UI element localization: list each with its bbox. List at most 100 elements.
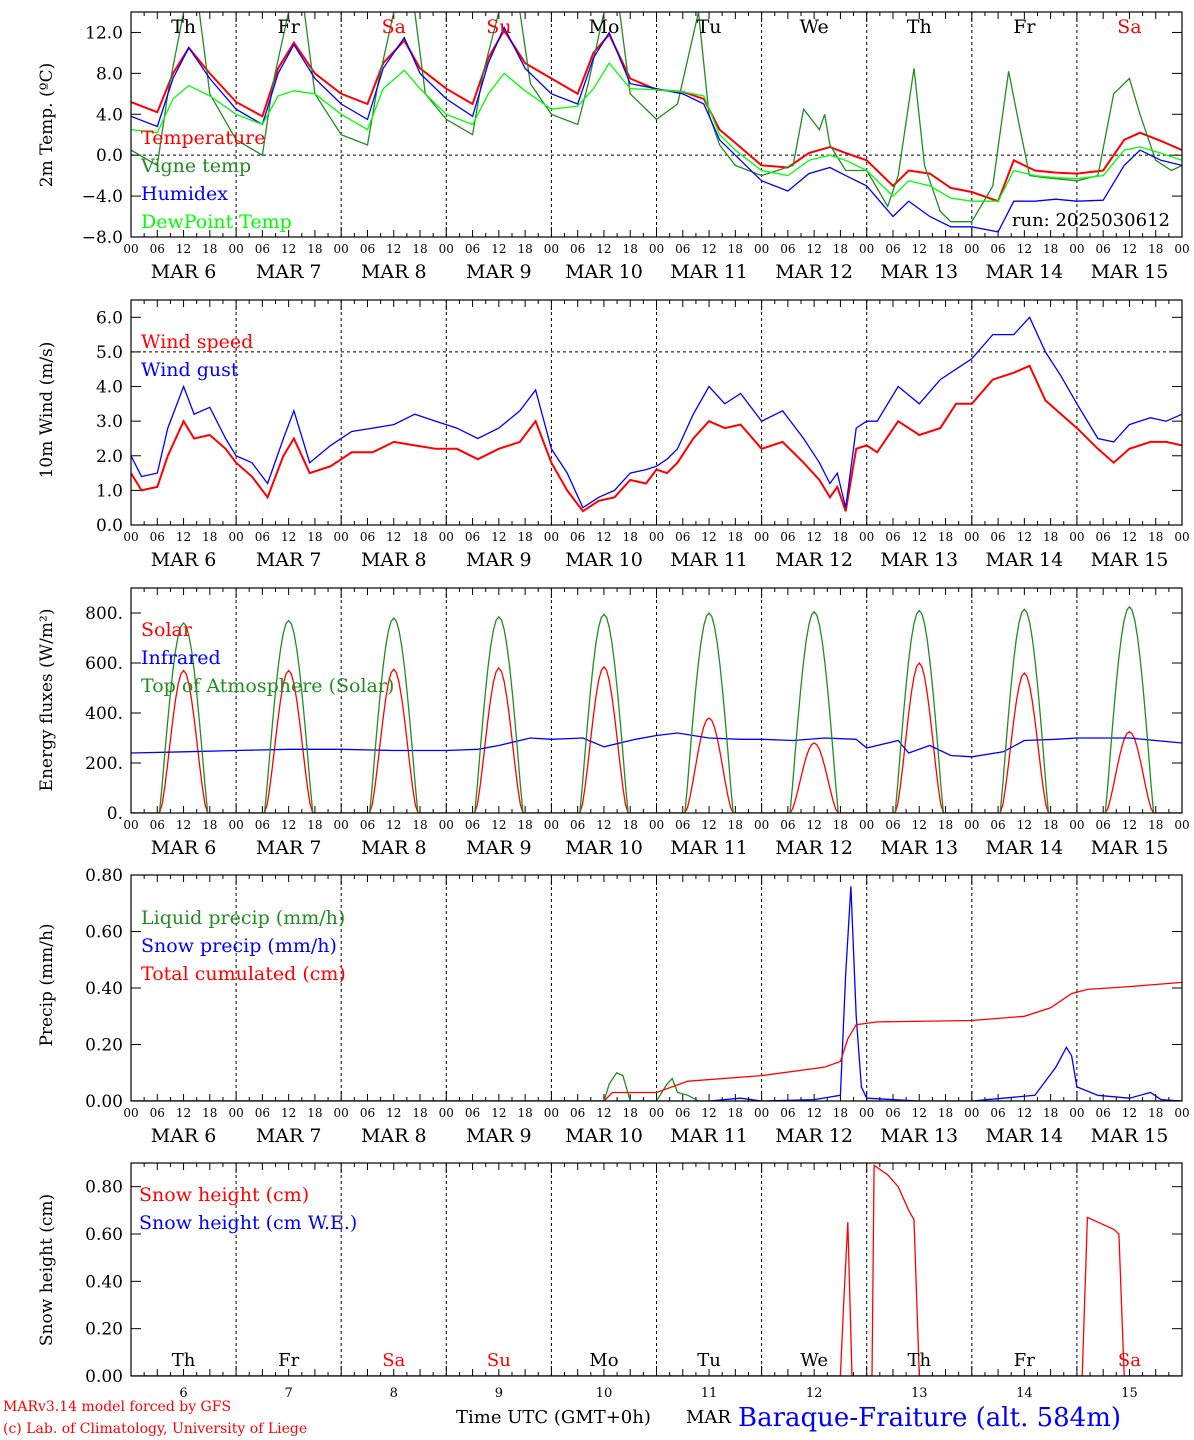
weekday-label-bottom: Fr <box>278 1350 299 1371</box>
y-tick-label: 0.0 <box>96 516 123 536</box>
y-tick-label: 0.00 <box>85 1367 123 1387</box>
legend-entry: Solar <box>141 619 193 641</box>
lab-credit: (c) Lab. of Climatology, University of L… <box>3 1421 307 1437</box>
series-line-total-cumulated-cm- <box>131 981 1182 1101</box>
hour-tick-label: 18 <box>623 242 638 256</box>
hour-tick-label: 18 <box>1043 242 1058 256</box>
y-tick-label: 6.0 <box>96 308 123 328</box>
hour-tick-label: 12 <box>912 1106 927 1120</box>
date-label: MAR 10 <box>565 549 643 571</box>
x-axis-title: Time UTC (GMT+0h) <box>456 1407 651 1428</box>
hour-tick-label: 00 <box>1174 530 1189 544</box>
hour-tick-label: 06 <box>360 242 375 256</box>
hour-tick-label: 12 <box>701 242 716 256</box>
legend-entry: Snow precip (mm/h) <box>141 935 337 957</box>
hour-tick-label: 06 <box>675 1106 690 1120</box>
hour-tick-label: 18 <box>938 1106 953 1120</box>
hour-tick-label: 00 <box>1174 242 1189 256</box>
hour-tick-label: 06 <box>1096 1106 1111 1120</box>
hour-tick-label: 00 <box>123 1106 138 1120</box>
hour-tick-label: 00 <box>1069 1106 1084 1120</box>
hour-tick-label: 06 <box>255 1106 270 1120</box>
date-label: MAR 6 <box>151 549 217 571</box>
y-tick-label: 8.0 <box>96 64 123 84</box>
day-number: 7 <box>285 1386 293 1401</box>
series-line-top-of-atmosphere-solar- <box>131 605 1181 813</box>
hour-tick-label: 00 <box>544 242 559 256</box>
wind-series-group <box>131 316 1182 513</box>
date-label: MAR 8 <box>361 837 427 859</box>
hour-tick-label: 00 <box>1069 530 1084 544</box>
hour-tick-label: 18 <box>1148 818 1163 832</box>
y-tick-label: 400. <box>85 704 123 724</box>
legend-entry: Humidex <box>141 183 228 205</box>
date-label: MAR 14 <box>985 549 1063 571</box>
hour-tick-label: 00 <box>964 530 979 544</box>
legend-entry: Vigne temp <box>140 155 251 177</box>
hour-tick-label: 06 <box>360 818 375 832</box>
hour-tick-label: 06 <box>150 242 165 256</box>
hour-tick-label: 18 <box>728 1106 743 1120</box>
wind-panel: 6.0 5.0 4.0 3.0 2.0 1.0 0.0 10m Wind (m/s) Wind … <box>37 299 1190 571</box>
date-label: MAR 15 <box>1091 1125 1169 1147</box>
day-number: 13 <box>911 1386 928 1401</box>
hour-tick-label: 00 <box>439 818 454 832</box>
hour-tick-label: 00 <box>1174 1106 1189 1120</box>
hour-tick-label: 18 <box>728 242 743 256</box>
date-label: MAR 14 <box>985 1125 1063 1147</box>
hour-tick-label: 18 <box>307 242 322 256</box>
hour-tick-label: 00 <box>649 530 664 544</box>
date-label: MAR 9 <box>466 549 532 571</box>
hour-tick-label: 00 <box>334 242 349 256</box>
y-tick-label: 0.80 <box>85 1178 123 1198</box>
y-tick-label: 0.20 <box>85 1036 123 1056</box>
date-label: MAR 13 <box>880 1125 958 1147</box>
date-label: MAR 6 <box>151 261 217 283</box>
hour-tick-label: 00 <box>649 242 664 256</box>
hour-tick-label: 18 <box>623 1106 638 1120</box>
hour-tick-label: 06 <box>255 242 270 256</box>
hour-tick-label: 06 <box>675 530 690 544</box>
y-tick-label: 0.60 <box>85 1225 123 1245</box>
hour-tick-label: 06 <box>675 242 690 256</box>
legend-entry: Temperature <box>141 127 265 149</box>
hour-tick-label: 06 <box>570 1106 585 1120</box>
hour-tick-label: 06 <box>465 242 480 256</box>
series-line-liquid-precip-mm-h- <box>131 1071 1182 1101</box>
legend-entry: Infrared <box>141 647 221 669</box>
hour-tick-label: 06 <box>990 242 1005 256</box>
hour-tick-label: 18 <box>1043 530 1058 544</box>
date-label: MAR 7 <box>256 261 322 283</box>
hour-tick-label: 06 <box>780 242 795 256</box>
y-axis-title: Precip (mm/h) <box>37 923 57 1046</box>
hour-tick-label: 12 <box>491 818 506 832</box>
y-tick-label: 0.0 <box>96 146 123 166</box>
hour-tick-label: 12 <box>701 1106 716 1120</box>
hour-tick-label: 00 <box>334 1106 349 1120</box>
y-tick-label: 200. <box>85 754 123 774</box>
legend-entry: Wind gust <box>141 359 239 381</box>
date-label: MAR 6 <box>151 837 217 859</box>
y-tick-label: 1.0 <box>96 481 123 501</box>
hour-tick-label: 00 <box>228 242 243 256</box>
y-axis-title: Snow height (cm) <box>37 1194 57 1346</box>
hour-tick-label: 18 <box>833 818 848 832</box>
hour-tick-label: 12 <box>386 818 401 832</box>
hour-tick-label: 06 <box>150 530 165 544</box>
hour-tick-label: 12 <box>386 242 401 256</box>
hour-tick-label: 06 <box>570 242 585 256</box>
hour-tick-label: 06 <box>255 530 270 544</box>
weekday-label-bottom: Su <box>487 1350 511 1371</box>
hour-tick-label: 18 <box>728 818 743 832</box>
weekday-label-bottom: Fr <box>1014 1350 1035 1371</box>
wind-frame <box>130 299 1183 526</box>
hour-tick-label: 18 <box>1148 530 1163 544</box>
hour-tick-label: 12 <box>807 818 822 832</box>
date-label: MAR 11 <box>670 261 748 283</box>
weekday-label-top: Sa <box>1117 16 1141 38</box>
hour-tick-label: 12 <box>281 242 296 256</box>
hour-tick-label: 18 <box>412 1106 427 1120</box>
day-number: 11 <box>701 1386 718 1401</box>
hour-tick-label: 12 <box>386 1106 401 1120</box>
snow-panel: 0.80 0.60 0.40 0.20 0.00 Snow height (cm) Snow… <box>37 1162 1183 1387</box>
